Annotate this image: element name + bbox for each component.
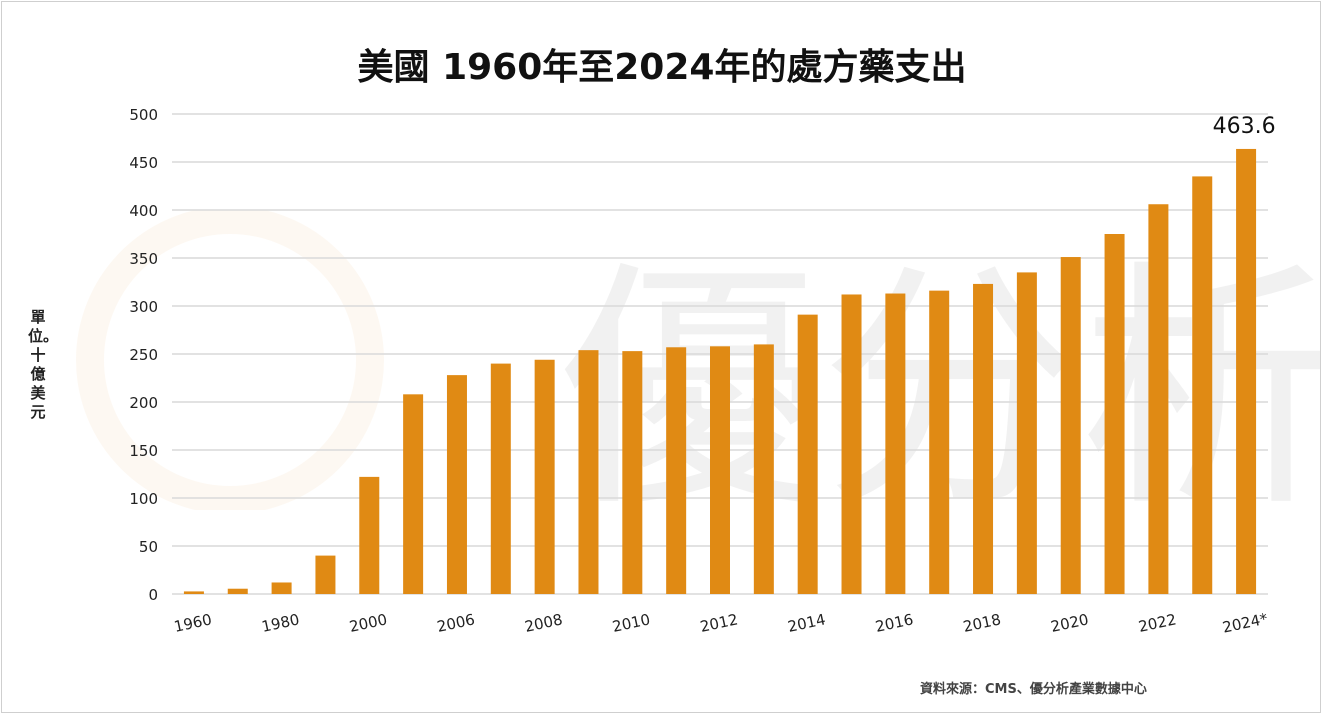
bar: [841, 294, 862, 594]
x-tick-label: 2012: [698, 610, 739, 636]
y-tick-label: 250: [129, 346, 158, 364]
bar: [271, 582, 292, 594]
bar: [1236, 148, 1257, 594]
bar: [534, 359, 555, 594]
y-tick-label: 150: [129, 442, 158, 460]
bar: [797, 314, 818, 594]
y-tick-label: 450: [129, 154, 158, 172]
x-tick-label: 2000: [348, 610, 389, 636]
y-tick-label: 200: [129, 394, 158, 412]
bar: [1104, 234, 1125, 594]
x-tick-label: 2010: [611, 610, 652, 636]
data-labels: 463.6: [1213, 114, 1276, 139]
x-axis-ticks: 1960 1980 2000 2006 2008 2010 2012 2014 2016 2018…: [172, 609, 1269, 636]
source-note: 資料來源：CMS、優分析產業數據中心: [920, 682, 1147, 697]
bar: [446, 375, 467, 594]
bar: [1016, 272, 1037, 594]
bar: [622, 351, 643, 594]
bar: [578, 350, 599, 594]
y-tick-label: 400: [129, 202, 158, 220]
bar: [315, 555, 336, 594]
y-tick-label: 0: [148, 586, 158, 604]
x-tick-label: 1960: [172, 610, 213, 636]
bar: [885, 293, 906, 594]
bar: [929, 290, 950, 594]
y-axis-ticks: 0 50 100 150 200 250 300 350 400 450 500: [129, 106, 158, 604]
y-tick-label: 100: [129, 490, 158, 508]
bar: [359, 476, 380, 594]
bars: [183, 148, 1257, 595]
x-tick-label: 2024*: [1221, 609, 1270, 636]
y-tick-label: 500: [129, 106, 158, 124]
bar: [753, 344, 774, 594]
x-tick-label: 2006: [435, 610, 476, 636]
bar: [1060, 257, 1081, 594]
x-tick-label: 2016: [874, 610, 915, 636]
bar: [490, 363, 511, 594]
x-tick-label: 2022: [1137, 610, 1178, 636]
y-tick-label: 350: [129, 250, 158, 268]
data-label: 463.6: [1213, 114, 1276, 139]
bar: [1192, 176, 1213, 594]
y-tick-label: 300: [129, 298, 158, 316]
bar: [666, 347, 687, 594]
bar: [1148, 204, 1169, 595]
bar: [973, 283, 994, 594]
bar: [403, 394, 424, 594]
x-tick-label: 1980: [260, 610, 301, 636]
x-tick-label: 2008: [523, 610, 564, 636]
y-tick-label: 50: [139, 538, 158, 556]
bar: [227, 588, 248, 594]
bar: [183, 591, 204, 594]
x-tick-label: 2020: [1049, 610, 1090, 636]
chart-title: 美國 1960年至2024年的處方藥支出: [357, 47, 967, 88]
x-tick-label: 2014: [786, 610, 827, 636]
bar: [710, 346, 730, 594]
x-tick-label: 2018: [961, 610, 1002, 636]
